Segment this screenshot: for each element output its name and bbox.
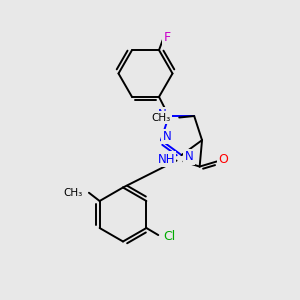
Text: NH: NH xyxy=(158,153,175,166)
Text: N: N xyxy=(184,150,194,163)
Text: CH₃: CH₃ xyxy=(64,188,83,198)
Text: CH₃: CH₃ xyxy=(152,112,171,122)
Text: F: F xyxy=(164,31,171,44)
Text: N: N xyxy=(158,108,167,121)
Text: N: N xyxy=(163,130,171,143)
Text: Cl: Cl xyxy=(164,230,176,243)
Text: O: O xyxy=(219,153,229,166)
